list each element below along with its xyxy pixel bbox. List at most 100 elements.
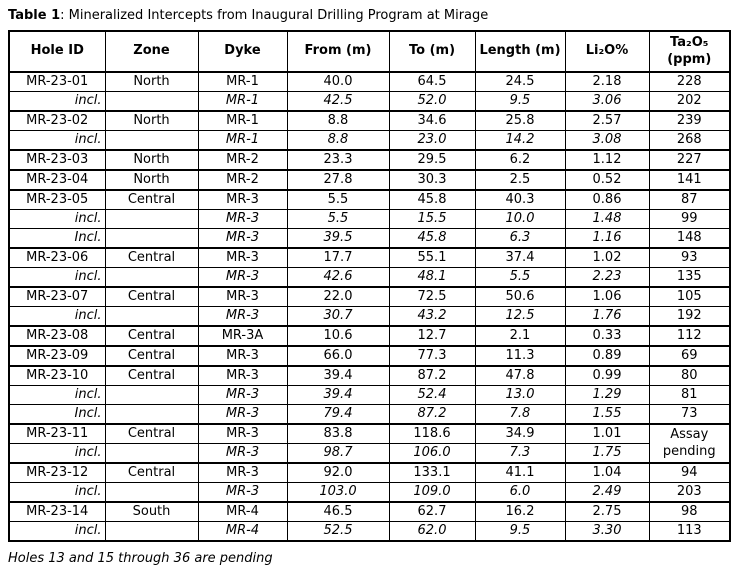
cell-zone: Central bbox=[104, 247, 199, 268]
cell-li2o: 1.01 bbox=[564, 423, 650, 444]
column-header-hole-id: Hole ID bbox=[8, 30, 106, 73]
cell-hole-id: MR-23-08 bbox=[8, 325, 106, 347]
inclusion-row: incl. MR-3 5.5 15.5 10.0 1.48 99 bbox=[8, 209, 731, 229]
cell-zone: North bbox=[104, 71, 199, 92]
column-header-length-m: Length (m) bbox=[474, 30, 566, 73]
cell-li2o: 0.86 bbox=[564, 189, 650, 210]
cell-hole-id: MR-23-10 bbox=[8, 365, 106, 386]
cell-ta2o5-ppm: 227 bbox=[648, 149, 731, 171]
cell-li2o: 0.99 bbox=[564, 365, 650, 386]
cell-to-m: 45.8 bbox=[388, 189, 476, 210]
cell-li2o: 2.18 bbox=[564, 71, 650, 92]
cell-dyke: MR-1 bbox=[197, 130, 288, 151]
cell-to-m: 55.1 bbox=[388, 247, 476, 268]
cell-to-m: 45.8 bbox=[388, 228, 476, 249]
intercept-row: MR-23-07 Central MR-3 22.0 72.5 50.6 1.06 105 bbox=[8, 286, 731, 307]
cell-hole-id: incl. bbox=[8, 443, 106, 464]
cell-ta2o5-ppm: 94 bbox=[648, 462, 731, 483]
cell-dyke: MR-3 bbox=[197, 247, 288, 268]
cell-hole-id: MR-23-06 bbox=[8, 247, 106, 268]
cell-to-m: 72.5 bbox=[388, 286, 476, 307]
cell-dyke: MR-3 bbox=[197, 228, 288, 249]
cell-length-m: 2.5 bbox=[474, 169, 566, 191]
cell-ta2o5-ppm: 268 bbox=[648, 130, 731, 151]
cell-dyke: MR-3 bbox=[197, 462, 288, 483]
cell-hole-id: MR-23-01 bbox=[8, 71, 106, 92]
cell-dyke: MR-3 bbox=[197, 482, 288, 503]
cell-length-m: 24.5 bbox=[474, 71, 566, 92]
table-body: MR-23-01 North MR-1 40.0 64.5 24.5 2.18 228 incl… bbox=[8, 71, 731, 542]
cell-zone bbox=[104, 306, 199, 327]
intercept-row: MR-23-02 North MR-1 8.8 34.6 25.8 2.57 239 bbox=[8, 110, 731, 131]
cell-li2o: 0.89 bbox=[564, 345, 650, 367]
cell-length-m: 50.6 bbox=[474, 286, 566, 307]
cell-from-m: 39.5 bbox=[286, 228, 390, 249]
cell-to-m: 29.5 bbox=[388, 149, 476, 171]
cell-ta2o5-ppm: 135 bbox=[648, 267, 731, 288]
cell-zone: Central bbox=[104, 189, 199, 210]
cell-to-m: 109.0 bbox=[388, 482, 476, 503]
cell-hole-id: MR-23-03 bbox=[8, 149, 106, 171]
cell-dyke: MR-2 bbox=[197, 169, 288, 191]
cell-length-m: 47.8 bbox=[474, 365, 566, 386]
table-title-text: : Mineralized Intercepts from Inaugural … bbox=[60, 8, 489, 23]
cell-from-m: 46.5 bbox=[286, 501, 390, 522]
cell-dyke: MR-3A bbox=[197, 325, 288, 347]
cell-zone bbox=[104, 130, 199, 151]
cell-from-m: 42.5 bbox=[286, 91, 390, 112]
cell-ta2o5-ppm: 192 bbox=[648, 306, 731, 327]
cell-length-m: 7.8 bbox=[474, 404, 566, 425]
cell-to-m: 43.2 bbox=[388, 306, 476, 327]
cell-from-m: 98.7 bbox=[286, 443, 390, 464]
intercept-row: MR-23-03 North MR-2 23.3 29.5 6.2 1.12 227 bbox=[8, 149, 731, 171]
cell-dyke: MR-1 bbox=[197, 110, 288, 131]
intercept-row: MR-23-05 Central MR-3 5.5 45.8 40.3 0.86 87 bbox=[8, 189, 731, 210]
cell-from-m: 66.0 bbox=[286, 345, 390, 367]
cell-li2o: 2.57 bbox=[564, 110, 650, 131]
cell-li2o: 0.33 bbox=[564, 325, 650, 347]
cell-from-m: 79.4 bbox=[286, 404, 390, 425]
cell-length-m: 14.2 bbox=[474, 130, 566, 151]
table-title: Table 1: Mineralized Intercepts from Ina… bbox=[8, 8, 740, 23]
cell-dyke: MR-3 bbox=[197, 385, 288, 405]
cell-from-m: 42.6 bbox=[286, 267, 390, 288]
cell-zone: Central bbox=[104, 286, 199, 307]
cell-length-m: 41.1 bbox=[474, 462, 566, 483]
cell-from-m: 23.3 bbox=[286, 149, 390, 171]
footnote: Holes 13 and 15 through 36 are pending bbox=[8, 551, 273, 566]
intercept-row: MR-23-10 Central MR-3 39.4 87.2 47.8 0.99 80 bbox=[8, 365, 731, 386]
cell-length-m: 7.3 bbox=[474, 443, 566, 464]
intercept-row: MR-23-11 Central MR-3 83.8 118.6 34.9 1.01 Assa… bbox=[8, 423, 731, 464]
cell-zone bbox=[104, 521, 199, 542]
cell-to-m: 30.3 bbox=[388, 169, 476, 191]
cell-hole-id: incl. bbox=[8, 130, 106, 151]
cell-from-m: 30.7 bbox=[286, 306, 390, 327]
cell-zone: Central bbox=[104, 345, 199, 367]
cell-ta2o5-ppm: 202 bbox=[648, 91, 731, 112]
cell-to-m: 77.3 bbox=[388, 345, 476, 367]
cell-dyke: MR-3 bbox=[197, 443, 288, 464]
cell-hole-id: Incl. bbox=[8, 404, 106, 425]
cell-length-m: 11.3 bbox=[474, 345, 566, 367]
intercept-row: MR-23-06 Central MR-3 17.7 55.1 37.4 1.02 93 bbox=[8, 247, 731, 268]
cell-dyke: MR-3 bbox=[197, 267, 288, 288]
cell-from-m: 40.0 bbox=[286, 71, 390, 92]
cell-hole-id: incl. bbox=[8, 306, 106, 327]
cell-hole-id: MR-23-14 bbox=[8, 501, 106, 522]
cell-from-m: 39.4 bbox=[286, 385, 390, 405]
cell-li2o: 3.30 bbox=[564, 521, 650, 542]
cell-dyke: MR-3 bbox=[197, 423, 288, 444]
cell-length-m: 37.4 bbox=[474, 247, 566, 268]
cell-to-m: 48.1 bbox=[388, 267, 476, 288]
column-header-dyke: Dyke bbox=[197, 30, 288, 73]
cell-dyke: MR-3 bbox=[197, 306, 288, 327]
cell-dyke: MR-3 bbox=[197, 286, 288, 307]
cell-li2o: 1.29 bbox=[564, 385, 650, 405]
cell-zone: North bbox=[104, 149, 199, 171]
cell-hole-id: MR-23-04 bbox=[8, 169, 106, 191]
inclusion-row: incl. MR-1 8.8 23.0 14.2 3.08 268 bbox=[8, 130, 731, 151]
cell-to-m: 62.7 bbox=[388, 501, 476, 522]
header-row: Hole ID Zone Dyke From (m) To (m) Length… bbox=[8, 30, 731, 73]
cell-dyke: MR-1 bbox=[197, 91, 288, 112]
cell-ta2o5-ppm: 87 bbox=[648, 189, 731, 210]
